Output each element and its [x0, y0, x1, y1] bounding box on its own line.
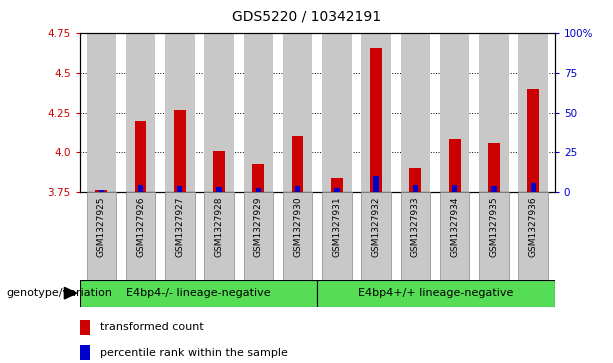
- Text: GSM1327930: GSM1327930: [293, 197, 302, 257]
- Bar: [527, 89, 539, 192]
- Bar: [283, 33, 312, 192]
- Bar: [440, 33, 470, 192]
- Bar: [138, 185, 143, 192]
- FancyBboxPatch shape: [283, 192, 312, 280]
- Bar: [519, 33, 548, 192]
- FancyBboxPatch shape: [401, 192, 430, 280]
- Text: GSM1327931: GSM1327931: [332, 197, 341, 257]
- Bar: [292, 136, 303, 192]
- FancyBboxPatch shape: [80, 280, 318, 307]
- Bar: [135, 121, 147, 192]
- Bar: [479, 33, 509, 192]
- Text: GSM1327934: GSM1327934: [450, 197, 459, 257]
- Bar: [488, 143, 500, 192]
- Bar: [401, 33, 430, 192]
- Bar: [177, 186, 183, 192]
- FancyBboxPatch shape: [243, 192, 273, 280]
- FancyBboxPatch shape: [204, 192, 234, 280]
- Text: GDS5220 / 10342191: GDS5220 / 10342191: [232, 9, 381, 23]
- Text: GSM1327926: GSM1327926: [136, 197, 145, 257]
- Bar: [99, 190, 104, 192]
- Bar: [204, 33, 234, 192]
- Text: GSM1327932: GSM1327932: [371, 197, 381, 257]
- FancyBboxPatch shape: [86, 192, 116, 280]
- Text: E4bp4-/- lineage-negative: E4bp4-/- lineage-negative: [126, 288, 271, 298]
- Bar: [243, 33, 273, 192]
- FancyBboxPatch shape: [479, 192, 509, 280]
- Bar: [256, 188, 261, 192]
- Bar: [449, 139, 460, 192]
- FancyBboxPatch shape: [126, 192, 155, 280]
- Text: GSM1327929: GSM1327929: [254, 197, 263, 257]
- Text: GSM1327933: GSM1327933: [411, 197, 420, 257]
- Bar: [96, 191, 107, 192]
- Bar: [409, 168, 421, 192]
- Bar: [213, 151, 225, 192]
- Bar: [165, 33, 194, 192]
- FancyBboxPatch shape: [318, 280, 555, 307]
- Text: E4bp4+/+ lineage-negative: E4bp4+/+ lineage-negative: [359, 288, 514, 298]
- Bar: [370, 48, 382, 192]
- FancyBboxPatch shape: [519, 192, 548, 280]
- Bar: [322, 33, 352, 192]
- Polygon shape: [64, 287, 77, 299]
- Bar: [491, 186, 497, 192]
- Bar: [334, 188, 340, 192]
- Text: GSM1327928: GSM1327928: [215, 197, 224, 257]
- Text: GSM1327936: GSM1327936: [528, 197, 538, 257]
- Bar: [362, 33, 391, 192]
- FancyBboxPatch shape: [362, 192, 391, 280]
- Text: percentile rank within the sample: percentile rank within the sample: [100, 348, 287, 358]
- Text: GSM1327927: GSM1327927: [175, 197, 185, 257]
- Bar: [216, 187, 222, 192]
- FancyBboxPatch shape: [322, 192, 352, 280]
- Bar: [530, 183, 536, 192]
- Bar: [174, 110, 186, 192]
- Bar: [253, 164, 264, 192]
- Bar: [413, 185, 418, 192]
- Bar: [80, 320, 90, 335]
- FancyBboxPatch shape: [165, 192, 194, 280]
- FancyBboxPatch shape: [440, 192, 470, 280]
- Bar: [80, 345, 90, 360]
- Bar: [86, 33, 116, 192]
- Bar: [331, 178, 343, 192]
- Text: GSM1327935: GSM1327935: [489, 197, 498, 257]
- Bar: [295, 186, 300, 192]
- Bar: [452, 185, 457, 192]
- Text: transformed count: transformed count: [100, 322, 204, 332]
- Text: genotype/variation: genotype/variation: [6, 288, 112, 298]
- Bar: [373, 176, 379, 192]
- Bar: [126, 33, 155, 192]
- Text: GSM1327925: GSM1327925: [97, 197, 106, 257]
